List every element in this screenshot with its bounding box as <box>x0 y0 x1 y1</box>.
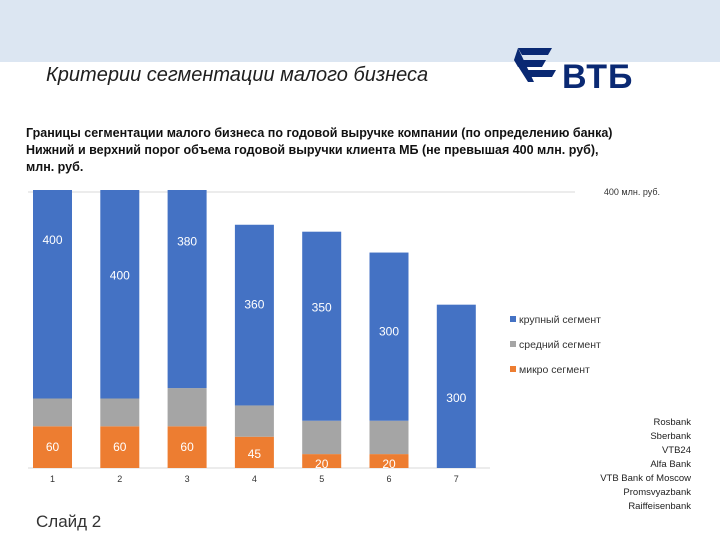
data-label: 300 <box>446 391 466 405</box>
bank-name: Raiffeisenbank <box>628 501 691 512</box>
data-label: 400 <box>110 268 130 282</box>
reference-label: 400 млн. руб. <box>604 187 660 197</box>
bar-segment <box>234 436 274 468</box>
bar-segment <box>302 420 342 455</box>
data-label: 60 <box>180 440 194 454</box>
data-label: 60 <box>46 440 60 454</box>
data-label: 45 <box>248 447 262 461</box>
legend-label: средний сегмент <box>519 339 601 351</box>
vtb-logo-text: ВТБ <box>562 58 634 96</box>
data-label: 60 <box>113 440 127 454</box>
bank-name: VTB Bank of Moscow <box>600 473 691 484</box>
bar-segment <box>100 190 140 399</box>
data-label: 20 <box>382 457 396 471</box>
legend-swatch <box>510 366 516 372</box>
bar-segment <box>369 420 409 455</box>
data-label: 400 <box>42 233 62 247</box>
bank-name: Promsvyazbank <box>623 487 691 498</box>
bar-segment <box>302 231 342 421</box>
vtb-logo <box>512 44 642 96</box>
bar-segment <box>100 398 140 427</box>
bank-name: Sberbank <box>650 431 691 442</box>
data-label: 360 <box>244 297 264 311</box>
data-label: 300 <box>379 325 399 339</box>
description-line-3: млн. руб. <box>26 160 84 174</box>
chart-description: Границы сегментации малого бизнеса по го… <box>26 125 706 176</box>
bar-segment <box>369 454 409 468</box>
bar-segment <box>234 224 274 406</box>
description-line-2: Нижний и верхний порог объема годовой вы… <box>26 143 599 157</box>
x-tick-label: 2 <box>117 474 122 484</box>
legend-label: микро сегмент <box>519 364 590 376</box>
bar-segment <box>436 304 476 468</box>
x-tick-label: 1 <box>50 474 55 484</box>
legend-swatch <box>510 341 516 347</box>
bar-segment <box>100 426 140 468</box>
legend-label: крупный сегмент <box>519 314 601 326</box>
x-tick-label: 5 <box>319 474 324 484</box>
bar-segment <box>33 398 72 427</box>
slide-number: Слайд 2 <box>36 512 102 531</box>
bank-name: VTB24 <box>661 445 691 456</box>
x-tick-label: 6 <box>386 474 391 484</box>
legend-swatch <box>510 316 516 322</box>
bar-segment <box>167 388 207 427</box>
data-label: 20 <box>315 457 329 471</box>
bar-segment <box>369 252 409 421</box>
bar-segment <box>33 426 72 468</box>
x-tick-label: 3 <box>185 474 190 484</box>
bar-segment <box>33 190 72 399</box>
x-tick-label: 7 <box>454 474 459 484</box>
bar-segment <box>167 426 207 468</box>
bar-segment <box>302 454 342 468</box>
x-tick-label: 4 <box>252 474 257 484</box>
bank-list: Rosbank Sberbank VTB24 Alfa Bank VTB Ban… <box>600 416 691 514</box>
data-label: 380 <box>177 234 197 248</box>
header-band <box>0 0 720 62</box>
slide-title: Критерии сегментации малого бизнеса <box>46 64 429 86</box>
bank-name: Rosbank <box>653 417 692 428</box>
vtb-logo-icon <box>514 48 556 82</box>
bank-name: Alfa Bank <box>650 459 691 470</box>
bar-segment <box>167 190 207 389</box>
description-line-1: Границы сегментации малого бизнеса по го… <box>26 126 613 140</box>
bar-segment <box>234 405 274 437</box>
data-label: 350 <box>312 300 332 314</box>
